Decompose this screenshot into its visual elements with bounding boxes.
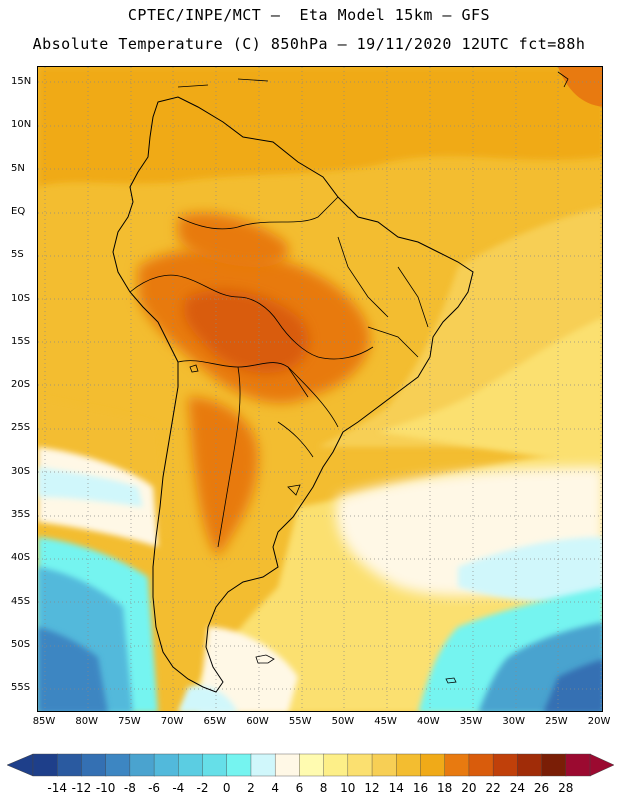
lat-label: 30S <box>11 465 31 477</box>
island-caribbean <box>177 71 569 88</box>
colorbar-level-label: 10 <box>340 781 356 795</box>
lon-label: 40W <box>416 716 440 727</box>
lat-label: 50S <box>11 638 31 650</box>
field-east-light <box>378 317 602 467</box>
lon-label: 55W <box>288 716 312 727</box>
colorbar-under-arrow <box>6 753 34 777</box>
lat-label: 35S <box>11 509 31 520</box>
colorbar-swatch <box>323 753 349 777</box>
lon-label: 30W <box>502 716 525 727</box>
map-svg <box>38 67 602 711</box>
colorbar-swatch <box>420 753 446 777</box>
colorbar-swatch <box>565 753 591 777</box>
colorbar-swatch <box>347 753 373 777</box>
lon-label: 50W <box>331 716 355 727</box>
colorbar-swatch <box>202 753 228 777</box>
colorbar-swatch <box>226 753 252 777</box>
lat-label: 45S <box>11 595 31 607</box>
colorbar-swatch <box>444 753 470 777</box>
lat-label: EQ <box>11 205 26 217</box>
chart-title-line2: Absolute Temperature (C) 850hPa – 19/11/… <box>32 35 586 53</box>
colorbar-swatch <box>396 753 422 777</box>
colorbar-level-label: -10 <box>95 781 116 795</box>
colorbar-level-label: -12 <box>71 781 92 795</box>
field-pacific-cyan <box>38 467 143 507</box>
colorbar-swatch <box>541 753 567 777</box>
lon-label: 80W <box>75 716 98 727</box>
lat-label: 5N <box>11 162 25 174</box>
colorbar <box>6 753 615 777</box>
colorbar-level-label: 2 <box>247 781 255 795</box>
lon-label: 25W <box>545 716 568 727</box>
lat-label: 15N <box>11 76 32 87</box>
lon-label: 60W <box>246 716 269 727</box>
lon-label: 75W <box>118 716 141 727</box>
colorbar-swatch <box>274 753 301 777</box>
colorbar-level-label: 18 <box>437 781 453 795</box>
colorbar-level-label: -8 <box>123 781 136 795</box>
colorbar-level-label: 26 <box>533 781 550 795</box>
field-se-darkblue <box>543 659 602 711</box>
lon-label: 85W <box>32 716 56 727</box>
colorbar-swatch <box>81 753 107 777</box>
colorbar-level-label: 4 <box>271 781 279 795</box>
colorbar-level-label: 6 <box>295 781 304 795</box>
colorbar-swatch <box>57 753 83 777</box>
lon-label: 45W <box>374 716 397 727</box>
field-ne-hot <box>558 67 602 107</box>
colorbar-level-label: 28 <box>558 781 574 795</box>
field-south-cyan <box>458 537 602 603</box>
colorbar-level-label: -4 <box>172 781 185 795</box>
colorbar-level-label: 14 <box>388 781 404 795</box>
country-borders <box>129 196 429 548</box>
colorbar-swatch <box>517 753 543 777</box>
colorbar-level-label: -2 <box>196 781 209 795</box>
lat-label: 5S <box>11 249 24 261</box>
colorbar-swatch <box>250 753 276 777</box>
colorbar-level-label: -6 <box>148 781 161 795</box>
colorbar-swatch <box>468 753 494 777</box>
lat-label: 15S <box>11 335 31 347</box>
colorbar-swatch <box>153 753 180 777</box>
field-amazon <box>178 213 289 267</box>
lagoa-dos-patos <box>287 484 301 496</box>
colorbar-swatch <box>371 753 397 777</box>
island-malvinas <box>255 654 275 664</box>
field-patagonia-pale <box>198 627 298 711</box>
continent-outline <box>112 96 474 693</box>
colorbar-level-label: 22 <box>485 781 501 795</box>
colorbar-swatch <box>492 753 519 777</box>
lon-label: 70W <box>160 716 184 727</box>
colorbar-level-label: 8 <box>319 781 328 795</box>
lake-titicaca <box>189 364 199 373</box>
field-tip-cyan <box>178 685 237 711</box>
chart-title-line1: CPTEC/INPE/MCT – Eta Model 15km – GFS <box>127 6 491 24</box>
lat-label: 10N <box>11 119 32 131</box>
field-core-red <box>183 289 309 373</box>
colorbar-swatch <box>105 753 131 777</box>
lat-label: 55S <box>11 682 31 694</box>
lat-label: 40S <box>11 552 31 564</box>
lat-label: 25S <box>11 422 31 434</box>
colorbar-level-label: 24 <box>509 781 525 795</box>
lat-label: 10S <box>11 292 31 304</box>
lon-label: 20W <box>587 716 611 727</box>
lat-label: 20S <box>11 379 31 391</box>
colorbar-level-label: 0 <box>222 781 231 795</box>
temperature-map <box>37 66 603 712</box>
island-south-georgia <box>445 677 457 684</box>
colorbar-level-label: 20 <box>461 781 477 795</box>
colorbar-swatch <box>178 753 204 777</box>
colorbar-swatch <box>129 753 155 777</box>
colorbar-swatch <box>32 753 58 777</box>
lon-label: 35W <box>459 716 483 727</box>
colorbar-level-label: 16 <box>412 781 429 795</box>
colorbar-level-label: -14 <box>47 781 68 795</box>
colorbar-level-label: 12 <box>364 781 380 795</box>
colorbar-over-arrow <box>589 753 615 777</box>
lon-label: 65W <box>203 716 227 727</box>
field-argentina-hot <box>188 397 258 557</box>
field-sw-darkblue <box>38 627 108 711</box>
colorbar-swatch <box>299 753 325 777</box>
